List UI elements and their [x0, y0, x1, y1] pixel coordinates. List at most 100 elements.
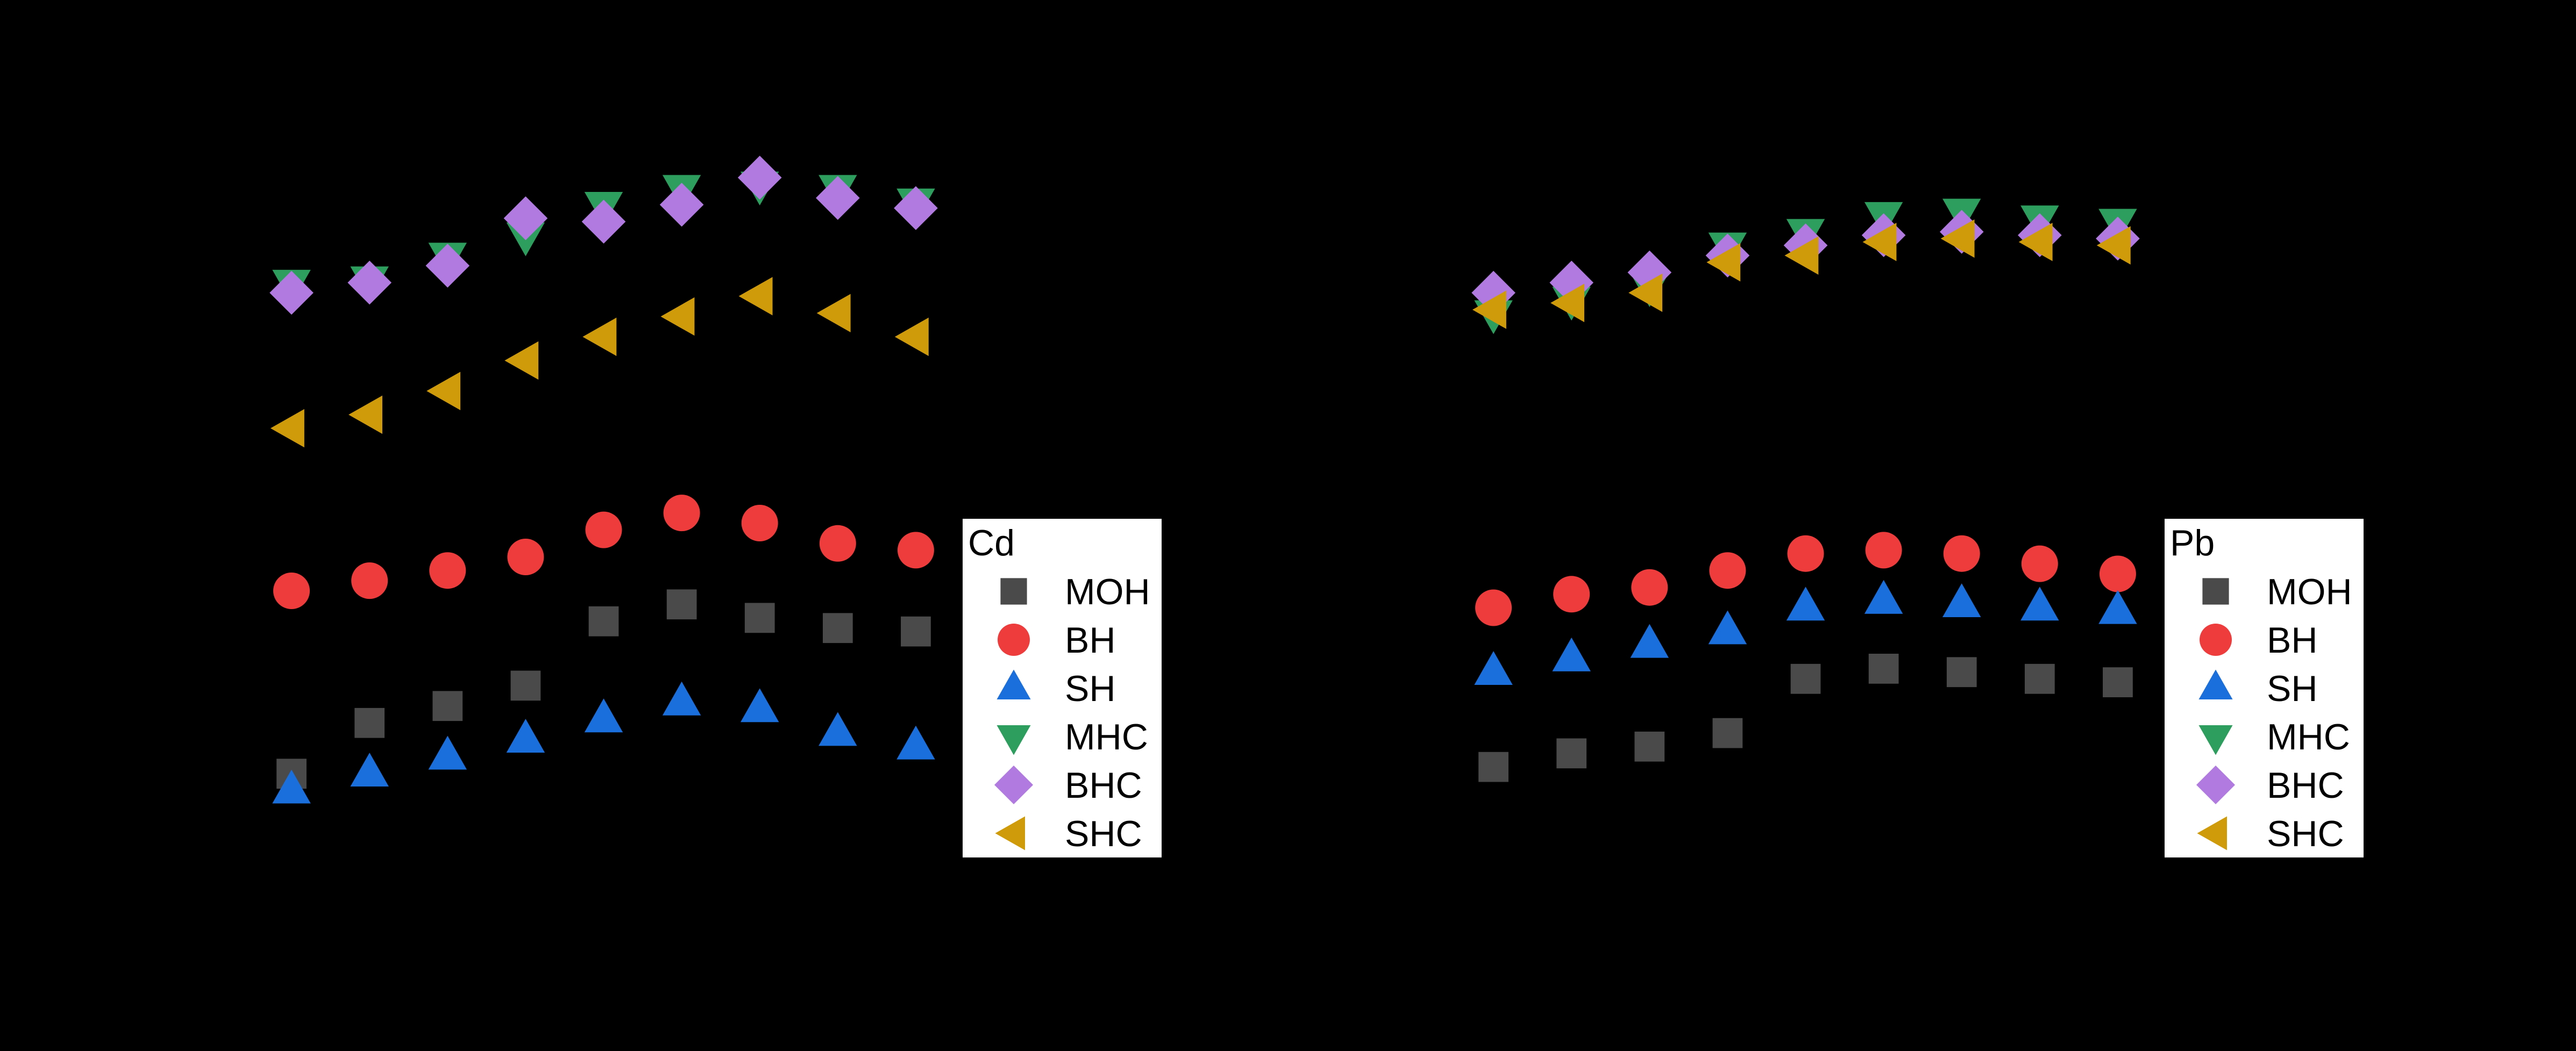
- pb-legend-label-bh: BH: [2267, 620, 2317, 661]
- pb-sh-point-2: [1552, 637, 1591, 671]
- cd-bh-point-5: [585, 511, 622, 548]
- pb-bhc-point-2: [1549, 260, 1593, 305]
- pb-legend-marker-bh: [2200, 624, 2232, 656]
- cd-bhc-point-6: [659, 183, 704, 227]
- pb-shc-point-6: [1862, 223, 1897, 261]
- pb-series-shc: [1472, 219, 2131, 329]
- cd-legend-label-sh: SH: [1065, 668, 1115, 709]
- cd-moh-point-9: [901, 616, 931, 647]
- cd-bh-point-3: [429, 552, 466, 589]
- cd-sh-point-1: [272, 769, 311, 804]
- cd-sh-point-3: [428, 735, 467, 770]
- pb-bh-point-8: [2021, 545, 2058, 582]
- cd-shc-point-9: [894, 317, 929, 356]
- pb-moh-point-1: [1478, 752, 1508, 782]
- pb-bh-point-2: [1553, 576, 1590, 613]
- pb-bh-point-7: [1943, 535, 1980, 572]
- pb-legend-label-shc: SHC: [2267, 813, 2344, 854]
- pb-bh-point-6: [1865, 532, 1902, 569]
- cd-moh-point-6: [666, 589, 697, 620]
- cd-legend-marker-bhc: [994, 766, 1033, 804]
- pb-series-sh: [1474, 580, 2137, 685]
- pb-moh-point-4: [1712, 718, 1743, 748]
- pb-sh-point-6: [1864, 580, 1903, 614]
- cd-moh-point-5: [588, 606, 619, 637]
- pb-legend-label-sh: SH: [2267, 668, 2317, 709]
- pb-bh-point-1: [1475, 589, 1512, 626]
- cd-moh-point-4: [510, 670, 541, 701]
- cd-legend-label-shc: SHC: [1065, 813, 1142, 854]
- pb-shc-point-8: [2018, 223, 2053, 261]
- cd-shc-point-3: [426, 371, 461, 410]
- pb-legend-box: [2165, 519, 2364, 857]
- pb-sh-point-9: [2098, 590, 2137, 624]
- cd-series-moh: [276, 589, 931, 789]
- pb-shc-point-2: [1550, 283, 1584, 323]
- pb-shc-point-5: [1784, 236, 1819, 275]
- cd-legend-label-mhc: MHC: [1065, 717, 1148, 757]
- cd-sh-point-7: [741, 688, 779, 723]
- pb-moh-point-3: [1634, 731, 1665, 762]
- cd-sh-point-4: [506, 719, 545, 753]
- cd-panel: Cd MOH BH SH MHC BHC SHC: [269, 155, 1162, 857]
- pb-bhc-point-1: [1471, 270, 1515, 315]
- pb-legend-marker-mhc: [2198, 725, 2233, 755]
- pb-legend-title: Pb: [2170, 523, 2215, 563]
- pb-sh-point-3: [1630, 624, 1669, 658]
- pb-legend: Pb MOH BH SH MHC BHC SHC: [2165, 519, 2364, 857]
- cd-bh-point-1: [273, 573, 310, 609]
- cd-shc-point-7: [738, 277, 773, 316]
- pb-sh-point-8: [2020, 587, 2059, 621]
- pb-shc-point-3: [1628, 273, 1663, 312]
- pb-legend-marker-bhc: [2196, 766, 2235, 804]
- pb-legend-marker-shc: [2197, 816, 2227, 850]
- pb-moh-point-7: [1946, 657, 1977, 688]
- pb-bh-point-5: [1787, 535, 1824, 572]
- cd-sh-point-6: [662, 681, 701, 716]
- pb-legend-label-mhc: MHC: [2267, 717, 2350, 757]
- pb-sh-point-7: [1942, 583, 1981, 617]
- cd-legend-marker-sh: [997, 669, 1031, 699]
- pb-shc-point-1: [1472, 290, 1506, 329]
- cd-shc-point-8: [816, 294, 851, 333]
- cd-legend-marker-moh: [1000, 578, 1027, 605]
- cd-bh-point-9: [897, 532, 934, 569]
- pb-shc-point-4: [1706, 243, 1741, 282]
- cd-legend-marker-bh: [998, 624, 1030, 656]
- cd-bhc-point-5: [581, 199, 626, 244]
- pb-sh-point-5: [1786, 587, 1825, 621]
- cd-moh-point-2: [354, 707, 385, 738]
- cd-series-shc: [270, 277, 929, 448]
- pb-legend-marker-moh: [2202, 578, 2229, 605]
- cd-legend: Cd MOH BH SH MHC BHC SHC: [963, 519, 1162, 857]
- cd-shc-point-5: [582, 317, 617, 356]
- pb-sh-point-1: [1474, 651, 1513, 685]
- cd-series-bhc: [269, 155, 938, 315]
- pb-bh-point-3: [1631, 569, 1668, 606]
- pb-series-bh: [1475, 532, 2136, 626]
- pb-sh-point-4: [1708, 610, 1747, 645]
- cd-bh-point-7: [741, 505, 778, 541]
- cd-bhc-point-1: [269, 270, 314, 315]
- pb-legend-label-bhc: BHC: [2267, 765, 2344, 806]
- cd-legend-label-bhc: BHC: [1065, 765, 1142, 806]
- cd-bh-point-8: [819, 525, 856, 562]
- cd-bhc-point-8: [816, 176, 860, 220]
- cd-shc-point-6: [660, 297, 695, 336]
- cd-sh-point-5: [584, 698, 623, 733]
- cd-bhc-point-2: [347, 260, 392, 305]
- cd-series-bh: [273, 495, 934, 609]
- pb-bh-point-4: [1709, 552, 1746, 589]
- cd-shc-point-1: [270, 409, 304, 448]
- pb-legend-marker-sh: [2198, 669, 2233, 699]
- cd-shc-point-2: [348, 395, 382, 434]
- pb-bh-point-9: [2099, 555, 2136, 592]
- cd-shc-point-4: [504, 341, 539, 380]
- cd-legend-marker-shc: [995, 816, 1025, 850]
- cd-legend-label-moh: MOH: [1065, 571, 1150, 612]
- cd-legend-label-bh: BH: [1065, 620, 1115, 661]
- cd-sh-point-9: [896, 725, 935, 760]
- pb-moh-point-5: [1790, 663, 1821, 694]
